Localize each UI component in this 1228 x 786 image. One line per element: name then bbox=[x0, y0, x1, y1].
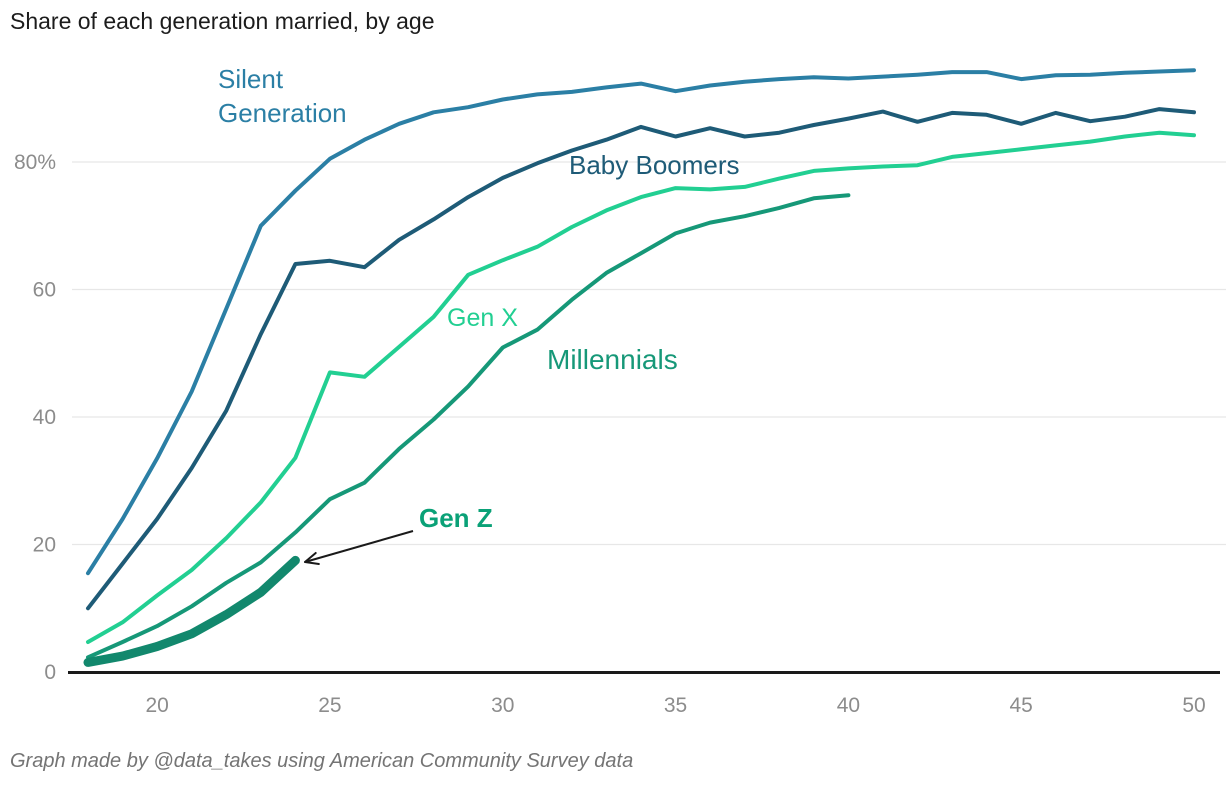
series-line-gen-z bbox=[83, 555, 300, 667]
chart-title: Share of each generation married, by age bbox=[10, 8, 435, 34]
series-label-gen-z: Gen Z bbox=[419, 503, 493, 533]
x-tick-label-40: 40 bbox=[837, 694, 860, 717]
x-tick-label-50: 50 bbox=[1182, 694, 1205, 717]
gen-z-arrow-line bbox=[304, 530, 414, 563]
series-line-millennials bbox=[86, 193, 851, 660]
x-tick-label-20: 20 bbox=[145, 694, 168, 717]
y-tick-label-20: 20 bbox=[33, 534, 56, 557]
y-tick-label-80: 80% bbox=[14, 151, 56, 174]
y-tick-label-60: 60 bbox=[33, 279, 56, 302]
series-label-generation: Generation bbox=[218, 98, 347, 128]
series-label-baby-boomers: Baby Boomers bbox=[569, 150, 740, 180]
y-tick-label-40: 40 bbox=[33, 406, 56, 429]
series-line-gen-x bbox=[86, 130, 1196, 644]
x-tick-label-25: 25 bbox=[318, 694, 341, 717]
series-label-silent: Silent bbox=[218, 64, 284, 94]
series-label-gen-x: Gen X bbox=[447, 304, 518, 332]
gen-z-arrowhead bbox=[304, 561, 320, 565]
series-line-silent-generation bbox=[86, 68, 1196, 576]
x-tick-label-35: 35 bbox=[664, 694, 687, 717]
x-tick-label-30: 30 bbox=[491, 694, 514, 717]
attribution-footer: Graph made by @data_takes using American… bbox=[10, 750, 634, 772]
series-line-baby-boomers bbox=[86, 107, 1196, 611]
x-tick-label-45: 45 bbox=[1010, 694, 1033, 717]
gen-z-arrowhead bbox=[304, 551, 317, 563]
y-tick-label-0: 0 bbox=[44, 661, 56, 684]
series-label-millennials: Millennials bbox=[547, 344, 678, 375]
